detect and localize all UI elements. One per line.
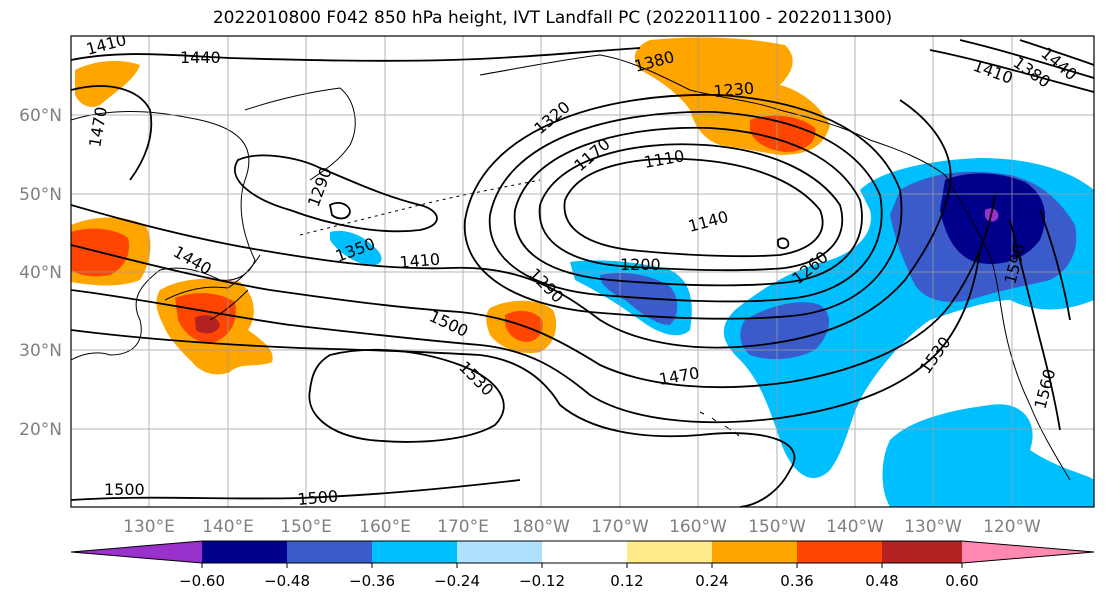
contour-line <box>71 194 996 389</box>
map-frame <box>70 35 1095 508</box>
colorbar-tick-label: −0.48 <box>264 572 310 590</box>
colorbar-segment <box>372 541 457 563</box>
lon-label: 170°E <box>437 517 489 537</box>
colorbar-segment <box>882 541 962 563</box>
colorbar-tick-label: 0.12 <box>610 572 643 590</box>
contour-label: 1230 <box>713 79 755 101</box>
lon-label: 170°W <box>591 517 649 537</box>
coastline-aleutians <box>299 179 541 236</box>
lon-label: 130°W <box>904 517 962 537</box>
colorbar-tick-label: −0.12 <box>519 572 565 590</box>
contour-line <box>71 249 981 424</box>
ivt-positive-peak-japan <box>195 315 220 334</box>
colorbar-segment <box>542 541 627 563</box>
lat-label-30n: 30°N <box>19 341 62 361</box>
contour-label: 1440 <box>180 48 221 67</box>
latitude-labels: 60°N 50°N 40°N 30°N 20°N <box>19 106 62 440</box>
colorbar-segment <box>797 541 882 563</box>
contour-line <box>1019 39 1094 66</box>
colorbar-tick-label: 0.24 <box>695 572 728 590</box>
contour-line <box>1009 219 1061 431</box>
coastline-alaska <box>479 54 1071 481</box>
hawaii-islands <box>699 411 740 437</box>
contour-label: 1500 <box>104 480 145 499</box>
coastline-asia <box>71 111 256 361</box>
contour-line <box>513 126 863 287</box>
colorbar-extend-min <box>71 541 202 563</box>
lon-label: 150°E <box>280 517 332 537</box>
colorbar: −0.60 −0.48 −0.36 −0.24 −0.12 0.12 0.24 … <box>70 540 1095 590</box>
lat-label-60n: 60°N <box>19 106 62 126</box>
colorbar-tick-label: 0.60 <box>945 572 978 590</box>
colorbar-tick-label: −0.36 <box>349 572 395 590</box>
contour-line <box>71 47 641 62</box>
ivt-negative-small <box>330 230 382 266</box>
graticule <box>71 36 1094 507</box>
colorbar-segment <box>202 541 287 563</box>
contour-line <box>777 237 790 250</box>
colorbar-tick-label: −0.60 <box>179 572 225 590</box>
colorbar-tick-label: −0.24 <box>434 572 480 590</box>
lon-label: 150°W <box>748 517 806 537</box>
contour-line <box>1039 209 1071 321</box>
lon-label: 120°W <box>983 517 1041 537</box>
coastlines <box>71 54 1071 481</box>
figure-title: 2022010800 F042 850 hPa height, IVT Land… <box>212 8 893 28</box>
contour-line <box>71 85 153 181</box>
contour-line <box>929 49 1094 93</box>
lon-label: 160°E <box>359 517 411 537</box>
colorbar-extend-max <box>962 541 1094 563</box>
colorbar-tick-label: 0.48 <box>865 572 898 590</box>
contour-line <box>488 111 883 303</box>
contour-label: 1410 <box>399 250 441 272</box>
contour-line <box>959 39 1094 79</box>
height-contours <box>71 39 1094 507</box>
contour-label: 1200 <box>620 255 661 274</box>
contour-label: 1500 <box>297 487 339 509</box>
contour-line <box>71 479 521 501</box>
ivt-positive-core-alaska <box>750 115 816 152</box>
contour-line <box>71 99 952 349</box>
colorbar-segment <box>287 541 372 563</box>
colorbar-ticks <box>201 563 963 568</box>
ivt-negative-core-3 <box>600 273 678 325</box>
colorbar-segment <box>457 541 542 563</box>
contour-line <box>71 329 796 507</box>
contour-line <box>538 143 844 272</box>
lon-label: 160°W <box>669 517 727 537</box>
lat-label-40n: 40°N <box>19 263 62 283</box>
contour-line <box>328 202 351 220</box>
colorbar-tick-label: 0.36 <box>780 572 813 590</box>
contour-line <box>308 348 505 443</box>
longitude-labels: 130°E 140°E 150°E 160°E 170°E 180°W 170°… <box>123 517 1041 537</box>
lon-label: 130°E <box>123 517 175 537</box>
lon-label: 140°W <box>826 517 884 537</box>
ivt-negative-region-south <box>882 404 1094 507</box>
colorbar-tick-labels: −0.60 −0.48 −0.36 −0.24 −0.12 0.12 0.24 … <box>179 572 979 590</box>
ivt-positive-region-kamchatka <box>75 60 140 107</box>
contour-line <box>234 154 438 233</box>
coastline-kamchatka <box>244 87 356 181</box>
colorbar-segment <box>712 541 797 563</box>
colorbar-segment <box>627 541 712 563</box>
lon-label: 140°E <box>202 517 254 537</box>
lat-label-50n: 50°N <box>19 185 62 205</box>
map-panel: 1440 1410 1470 1380 1320 1230 1170 1110 … <box>70 35 1095 509</box>
contour-line <box>563 157 824 258</box>
lon-label: 180°W <box>512 517 570 537</box>
lat-label-20n: 20°N <box>19 420 62 440</box>
